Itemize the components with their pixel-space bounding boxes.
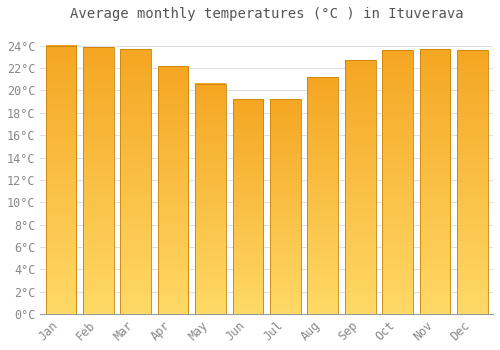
Bar — [232, 99, 264, 314]
Bar — [83, 47, 114, 314]
Bar — [345, 60, 376, 314]
Bar — [195, 84, 226, 314]
Bar — [308, 77, 338, 314]
Title: Average monthly temperatures (°C ) in Ituverava: Average monthly temperatures (°C ) in It… — [70, 7, 464, 21]
Bar — [46, 46, 76, 314]
Bar — [420, 49, 450, 314]
Bar — [120, 49, 151, 314]
Bar — [158, 66, 188, 314]
Bar — [270, 99, 300, 314]
Bar — [382, 50, 413, 314]
Bar — [457, 50, 488, 314]
